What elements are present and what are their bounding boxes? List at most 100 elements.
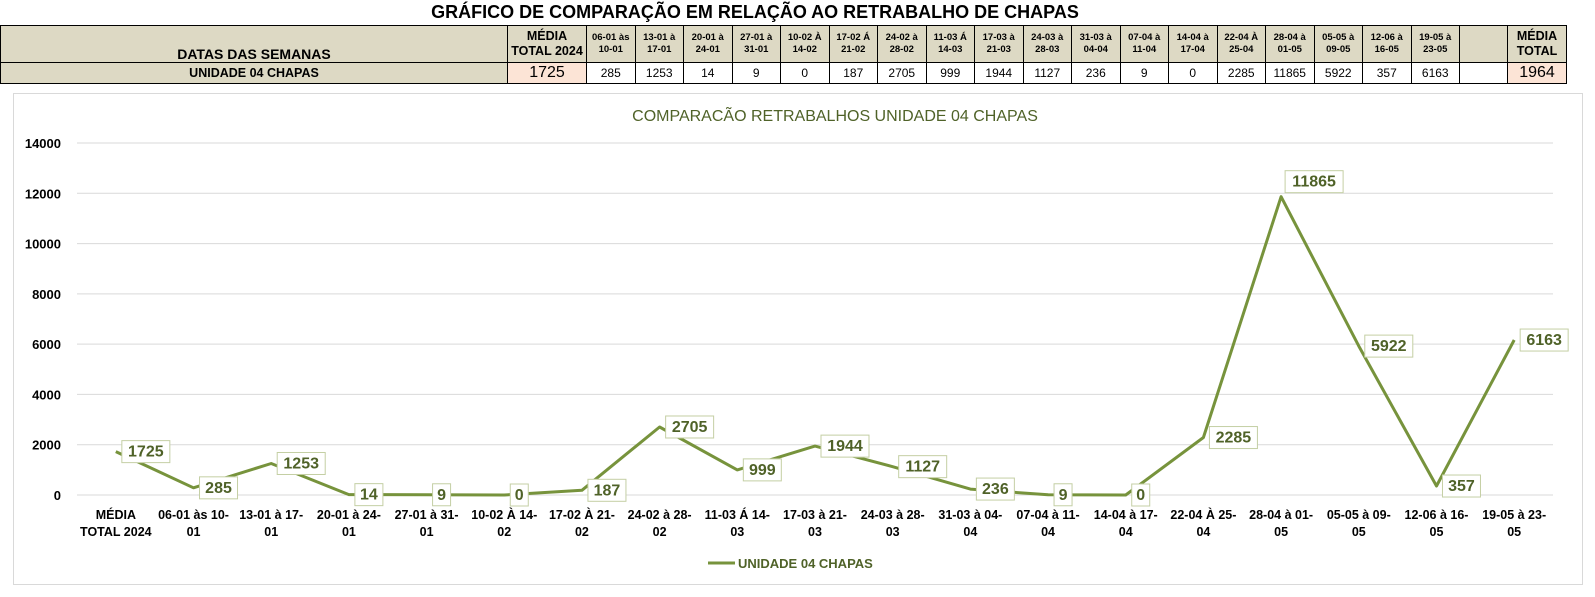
week-value-12[interactable]: 9 [1119, 62, 1169, 84]
data-label-box-4 [354, 483, 384, 507]
x-tick-label-19: 19-05 à 23-05 [1482, 508, 1546, 539]
week-value-15[interactable]: 11865 [1265, 62, 1315, 84]
series-line [115, 195, 1516, 497]
data-label-4: 14 [360, 487, 378, 504]
y-tick-label-6000: 6000 [32, 337, 61, 352]
week-value-4[interactable]: 9 [731, 62, 781, 84]
y-tick-label-10000: 10000 [25, 237, 61, 252]
page-title: GRÁFICO DE COMPARAÇÃO EM RELAÇÃO AO RETR… [431, 2, 1079, 22]
week-value-17[interactable]: 357 [1362, 62, 1412, 84]
data-label-box-10 [820, 434, 870, 458]
week-header-7[interactable]: 24-02 à 28-02 [877, 25, 927, 63]
week-value-14[interactable]: 2285 [1216, 62, 1266, 84]
data-label-3: 1253 [283, 455, 319, 472]
week-header-12[interactable]: 07-04 à 11-04 [1119, 25, 1169, 63]
week-header-13[interactable]: 14-04 à 17-04 [1168, 25, 1218, 63]
data-label-box-2 [199, 476, 239, 500]
avg-header-right[interactable]: MÉDIA TOTAL [1507, 25, 1567, 63]
data-label-box-7 [587, 478, 627, 502]
week-value-9[interactable]: 1944 [974, 62, 1024, 84]
data-label-5: 9 [437, 487, 446, 504]
x-tick-label-17: 05-05 à 09-05 [1327, 508, 1391, 539]
week-header-2[interactable]: 13-01 à 17-01 [634, 25, 684, 63]
data-label-box-3 [276, 451, 326, 475]
week-value-3[interactable]: 14 [683, 62, 733, 84]
x-tick-label-5: 27-01 à 31-01 [395, 508, 459, 539]
header-row: DATAS DAS SEMANAS MÉDIA TOTAL 2024 06-01… [0, 25, 1567, 63]
data-label-17: 5922 [1371, 338, 1407, 355]
data-label-box-19 [1519, 328, 1569, 352]
week-header-15[interactable]: 28-04 à 01-05 [1265, 25, 1315, 63]
avg-value-right[interactable]: 1964 [1507, 62, 1567, 84]
x-tick-label-9: 11-03 Á 14-03 [705, 507, 770, 539]
week-value-1[interactable]: 285 [586, 62, 636, 84]
y-tick-label-14000: 14000 [25, 136, 61, 151]
x-tick-label-14: 14-04 à 17-04 [1094, 508, 1158, 539]
y-tick-label-2000: 2000 [32, 438, 61, 453]
week-value-5[interactable]: 0 [780, 62, 830, 84]
week-value-8[interactable]: 999 [925, 62, 975, 84]
week-header-5[interactable]: 10-02 À 14-02 [780, 25, 830, 63]
avg-value-left[interactable]: 1725 [507, 62, 587, 84]
week-value-11[interactable]: 236 [1071, 62, 1121, 84]
data-label-box-5 [432, 483, 452, 507]
data-label-box-18 [1441, 474, 1481, 498]
data-label-12: 236 [982, 481, 1009, 498]
week-header-17[interactable]: 12-06 à 16-05 [1362, 25, 1412, 63]
data-label-box-9 [742, 458, 782, 482]
week-header-10[interactable]: 24-03 à 28-03 [1022, 25, 1072, 63]
week-header-8[interactable]: 11-03 Á 14-03 [925, 25, 975, 63]
data-label-box-1 [121, 440, 171, 464]
data-label-13: 9 [1059, 487, 1068, 504]
data-label-8: 2705 [672, 419, 708, 436]
week-value-7[interactable]: 2705 [877, 62, 927, 84]
data-label-10: 1944 [827, 438, 863, 455]
legend-label: UNIDADE 04 CHAPAS [738, 556, 873, 571]
y-tick-label-0: 0 [54, 488, 61, 503]
x-tick-label-13: 07-04 à 11-04 [1016, 508, 1079, 539]
x-tick-label-12: 31-03 à 04-04 [938, 508, 1002, 539]
x-tick-label-4: 20-01 à 24-01 [317, 508, 381, 539]
week-value-16[interactable]: 5922 [1313, 62, 1363, 84]
row-label-cell[interactable]: UNIDADE 04 CHAPAS [0, 62, 508, 84]
week-header-11[interactable]: 31-03 à 04-04 [1071, 25, 1121, 63]
data-label-box-12 [975, 477, 1015, 501]
data-label-box-13 [1053, 483, 1073, 507]
week-value-13[interactable]: 0 [1168, 62, 1218, 84]
week-header-1[interactable]: 06-01 às 10-01 [586, 25, 636, 63]
chart-title: COMPARACÃO RETRABALHOS UNIDADE 04 CHAPAS [632, 105, 1038, 125]
data-label-box-14 [1131, 483, 1151, 507]
row-header-cell[interactable]: DATAS DAS SEMANAS [0, 25, 508, 63]
x-tick-label-18: 12-06 à 16-05 [1405, 508, 1469, 539]
week-header-4[interactable]: 27-01 à 31-01 [731, 25, 781, 63]
x-tick-label-6: 10-02 À 14-02 [471, 507, 537, 539]
data-label-box-17 [1364, 334, 1414, 358]
week-header-6[interactable]: 17-02 Á 21-02 [828, 25, 878, 63]
x-tick-label-15: 22-04 À 25-04 [1170, 507, 1236, 539]
avg-header-left[interactable]: MÉDIA TOTAL 2024 [507, 25, 587, 63]
week-header-18[interactable]: 19-05 à 23-05 [1410, 25, 1460, 63]
week-header-9[interactable]: 17-03 à 21-03 [974, 25, 1024, 63]
data-label-6: 0 [515, 487, 524, 504]
data-label-box-11 [898, 455, 948, 479]
data-label-9: 999 [749, 462, 776, 479]
week-value-2[interactable]: 1253 [634, 62, 684, 84]
x-tick-label-10: 17-03 à 21-03 [783, 508, 847, 539]
data-label-1: 1725 [128, 444, 164, 461]
y-tick-label-8000: 8000 [32, 287, 61, 302]
week-value-18[interactable]: 6163 [1410, 62, 1460, 84]
data-label-box-15 [1208, 426, 1258, 450]
data-label-16: 11865 [1292, 174, 1336, 191]
x-tick-label-8: 24-02 à 28-02 [628, 508, 692, 539]
weekly-data-table: DATAS DAS SEMANAS MÉDIA TOTAL 2024 06-01… [0, 25, 1567, 84]
x-tick-label-2: 06-01 às 10-01 [158, 508, 229, 539]
x-tick-label-7: 17-02 À 21-02 [549, 507, 615, 539]
x-tick-label-1: MÉDIA TOTAL 2024 [80, 507, 152, 539]
empty-value-cell[interactable] [1459, 62, 1508, 84]
week-value-10[interactable]: 1127 [1022, 62, 1072, 84]
week-header-16[interactable]: 05-05 à 09-05 [1313, 25, 1363, 63]
data-label-14: 0 [1136, 487, 1145, 504]
data-label-19: 6163 [1526, 332, 1562, 349]
data-label-11: 1127 [905, 459, 940, 476]
